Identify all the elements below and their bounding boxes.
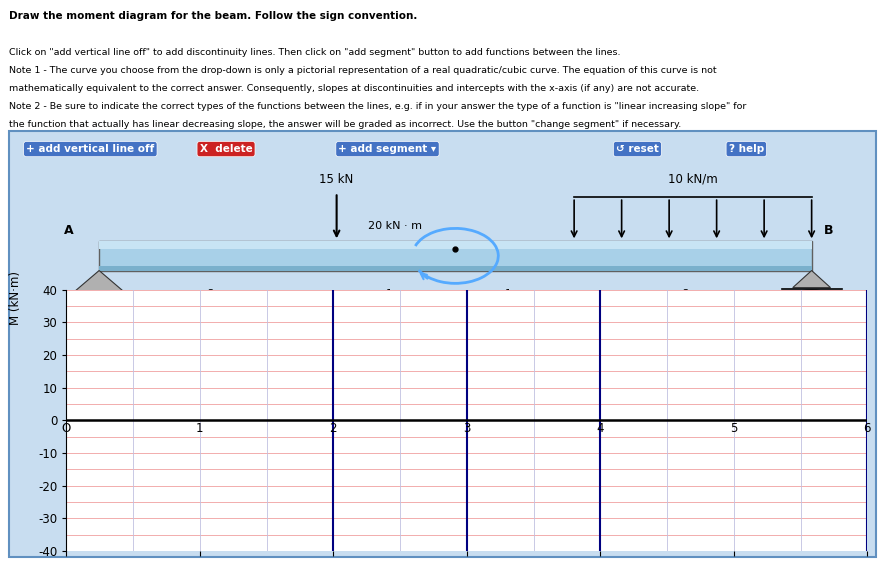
Text: 2 m: 2 m <box>208 290 227 299</box>
Bar <box>99 241 812 249</box>
Text: 2: 2 <box>329 422 337 435</box>
Text: 15 kN: 15 kN <box>319 173 354 186</box>
Bar <box>99 241 812 270</box>
Text: Note 2 - Be sure to indicate the correct types of the functions between the line: Note 2 - Be sure to indicate the correct… <box>9 102 746 111</box>
Text: + add segment ▾: + add segment ▾ <box>338 144 436 154</box>
Bar <box>99 266 812 270</box>
Text: O: O <box>62 422 71 435</box>
Text: Click on "add vertical line off" to add discontinuity lines. Then click on "add : Click on "add vertical line off" to add … <box>9 48 620 57</box>
Text: ? help: ? help <box>728 144 764 154</box>
Text: mathematically equivalent to the correct answer. Consequently, slopes at discont: mathematically equivalent to the correct… <box>9 84 699 93</box>
Text: 3: 3 <box>463 422 471 435</box>
Text: the function that actually has linear decreasing slope, the answer will be grade: the function that actually has linear de… <box>9 120 681 130</box>
Text: Note 1 - The curve you choose from the drop-down is only a pictorial representat: Note 1 - The curve you choose from the d… <box>9 66 717 75</box>
Text: Draw the moment diagram for the beam. Follow the sign convention.: Draw the moment diagram for the beam. Fo… <box>9 11 417 22</box>
Text: X  delete: X delete <box>200 144 252 154</box>
Text: 1: 1 <box>196 422 204 435</box>
Text: 10 kN/m: 10 kN/m <box>668 173 718 186</box>
Text: B: B <box>824 224 834 237</box>
Circle shape <box>799 290 825 294</box>
Polygon shape <box>73 270 125 293</box>
Y-axis label: M (kN·m): M (kN·m) <box>10 270 22 324</box>
Text: + add vertical line off: + add vertical line off <box>27 144 155 154</box>
Text: 5: 5 <box>730 422 737 435</box>
Text: ↺ reset: ↺ reset <box>616 144 658 154</box>
Text: A: A <box>65 224 73 237</box>
Text: 1 m: 1 m <box>504 290 525 299</box>
Text: 6: 6 <box>864 422 871 435</box>
Text: 1 m: 1 m <box>386 290 406 299</box>
Text: 20 kN · m: 20 kN · m <box>368 221 422 231</box>
Polygon shape <box>793 270 830 287</box>
Text: 2 m: 2 m <box>683 290 703 299</box>
Text: 4: 4 <box>596 422 604 435</box>
